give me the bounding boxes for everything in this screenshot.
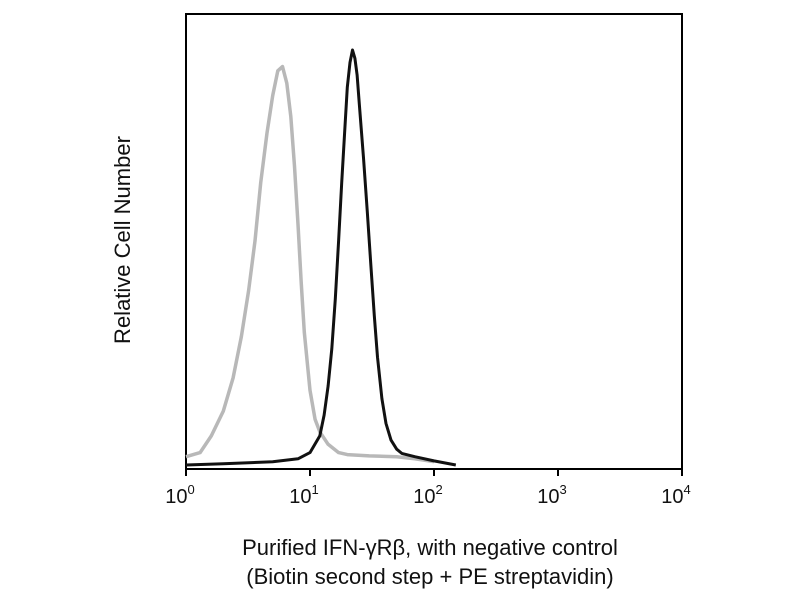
- x-tick-label: 104: [661, 482, 690, 508]
- sample-histogram-line: [185, 48, 457, 467]
- plot-frame: [185, 13, 683, 470]
- x-tick-layer: 100 101 102 103 104: [165, 469, 691, 508]
- series-layer: [185, 48, 457, 467]
- control-histogram-line: [185, 64, 435, 464]
- x-tick-label: 102: [413, 482, 442, 508]
- x-tick-label: 101: [289, 482, 318, 508]
- x-axis-title-line1: Purified IFN-γRβ, with negative control: [242, 535, 618, 560]
- x-tick-label: 103: [537, 482, 566, 508]
- y-axis-title: Relative Cell Number: [110, 136, 135, 344]
- x-tick-label: 100: [165, 482, 194, 508]
- x-axis-title-line2: (Biotin second step + PE streptavidin): [246, 564, 613, 589]
